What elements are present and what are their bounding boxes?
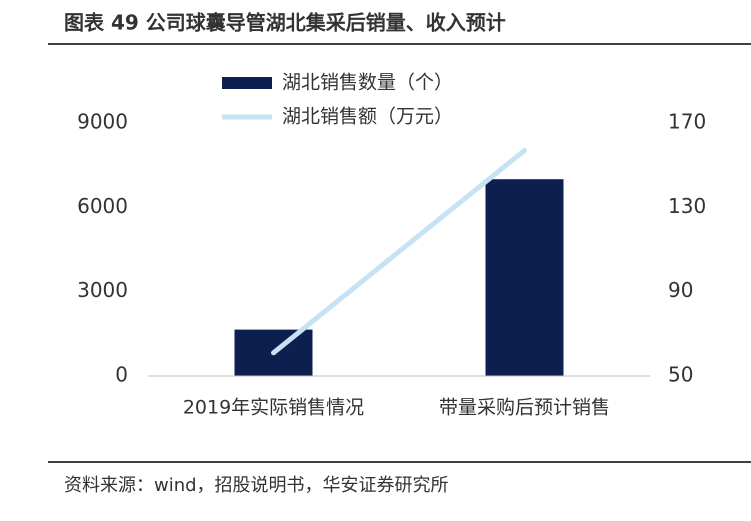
line xyxy=(271,147,527,356)
x-tick-label: 带量采购后预计销售 xyxy=(439,397,610,419)
legend-swatch xyxy=(222,77,272,89)
x-tick-label: 2019年实际销售情况 xyxy=(183,397,364,419)
y2-tick-label: 130 xyxy=(668,194,706,218)
legend-label: 湖北销售数量（个） xyxy=(282,72,453,94)
legend-label: 湖北销售额（万元） xyxy=(282,106,453,128)
y2-tick-label: 170 xyxy=(668,110,706,134)
chart-title: 图表 49 公司球囊导管湖北集采后销量、收入预计 xyxy=(64,11,506,35)
source-note: 资料来源：wind，招股说明书，华安证券研究所 xyxy=(64,475,449,496)
y2-tick-label: 50 xyxy=(668,363,693,387)
y-tick-label: 0 xyxy=(115,363,128,387)
y2-tick-label: 90 xyxy=(668,278,693,302)
y-tick-label: 9000 xyxy=(77,110,128,134)
y-tick-label: 3000 xyxy=(77,278,128,302)
bar xyxy=(485,179,564,376)
y-tick-label: 6000 xyxy=(77,194,128,218)
